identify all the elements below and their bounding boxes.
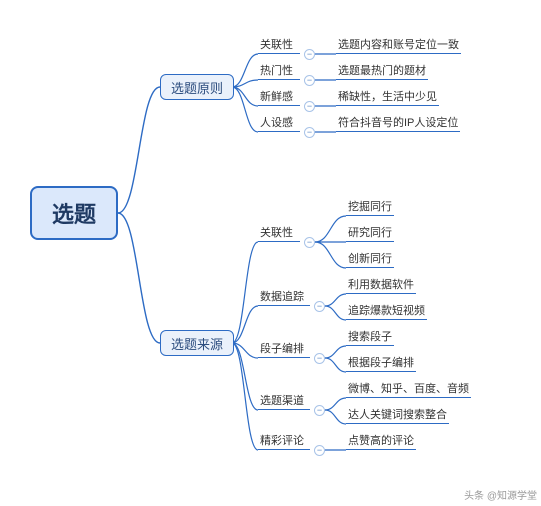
topic-label: 热门性: [260, 65, 293, 77]
leaf-node: 研究同行: [346, 226, 394, 242]
collapse-toggle[interactable]: [314, 445, 325, 456]
leaf-node: 追踪爆款短视频: [346, 304, 427, 320]
topic-label: 数据追踪: [260, 291, 304, 303]
topic-label: 新鲜感: [260, 91, 293, 103]
topic-node: 选题渠道: [258, 394, 310, 410]
mindmap-root: 选题: [30, 186, 118, 240]
topic-node: 数据追踪: [258, 290, 310, 306]
collapse-toggle[interactable]: [314, 405, 325, 416]
branch-label: 选题来源: [171, 334, 223, 353]
collapse-toggle[interactable]: [314, 353, 325, 364]
collapse-toggle[interactable]: [304, 49, 315, 60]
watermark-text: 头条 @知源学堂: [464, 487, 537, 502]
collapse-toggle[interactable]: [304, 75, 315, 86]
leaf-node: 微博、知乎、百度、音频: [346, 382, 471, 398]
topic-label: 选题渠道: [260, 395, 304, 407]
topic-node: 关联性: [258, 38, 300, 54]
topic-node: 人设感: [258, 116, 300, 132]
leaf-node: 搜索段子: [346, 330, 394, 346]
leaf-node: 达人关键词搜索整合: [346, 408, 449, 424]
collapse-toggle[interactable]: [314, 301, 325, 312]
branch-node: 选题来源: [160, 330, 234, 356]
topic-label: 关联性: [260, 227, 293, 239]
leaf-label: 点赞高的评论: [348, 435, 414, 447]
leaf-node: 根据段子编排: [346, 356, 416, 372]
topic-node: 段子编排: [258, 342, 310, 358]
leaf-label: 挖掘同行: [348, 201, 392, 213]
topic-node: 新鲜感: [258, 90, 300, 106]
topic-node: 精彩评论: [258, 434, 310, 450]
topic-node: 热门性: [258, 64, 300, 80]
topic-label: 关联性: [260, 39, 293, 51]
leaf-label: 追踪爆款短视频: [348, 305, 425, 317]
leaf-label: 达人关键词搜索整合: [348, 409, 447, 421]
collapse-toggle[interactable]: [304, 127, 315, 138]
topic-node: 关联性: [258, 226, 300, 242]
leaf-node: 挖掘同行: [346, 200, 394, 216]
leaf-node: 利用数据软件: [346, 278, 416, 294]
topic-label: 段子编排: [260, 343, 304, 355]
leaf-node: 创新同行: [346, 252, 394, 268]
leaf-label: 稀缺性，生活中少见: [338, 91, 437, 103]
leaf-label: 符合抖音号的IP人设定位: [338, 117, 458, 129]
leaf-label: 利用数据软件: [348, 279, 414, 291]
leaf-label: 选题内容和账号定位一致: [338, 39, 459, 51]
leaf-label: 根据段子编排: [348, 357, 414, 369]
branch-node: 选题原则: [160, 74, 234, 100]
topic-label: 精彩评论: [260, 435, 304, 447]
root-label: 选题: [52, 197, 96, 229]
leaf-label: 微博、知乎、百度、音频: [348, 383, 469, 395]
collapse-toggle[interactable]: [304, 237, 315, 248]
leaf-label: 创新同行: [348, 253, 392, 265]
leaf-label: 搜索段子: [348, 331, 392, 343]
leaf-node: 选题内容和账号定位一致: [336, 38, 461, 54]
leaf-label: 选题最热门的题材: [338, 65, 426, 77]
leaf-label: 研究同行: [348, 227, 392, 239]
leaf-node: 点赞高的评论: [346, 434, 416, 450]
topic-label: 人设感: [260, 117, 293, 129]
branch-label: 选题原则: [171, 78, 223, 97]
leaf-node: 选题最热门的题材: [336, 64, 428, 80]
collapse-toggle[interactable]: [304, 101, 315, 112]
leaf-node: 符合抖音号的IP人设定位: [336, 116, 460, 132]
leaf-node: 稀缺性，生活中少见: [336, 90, 439, 106]
